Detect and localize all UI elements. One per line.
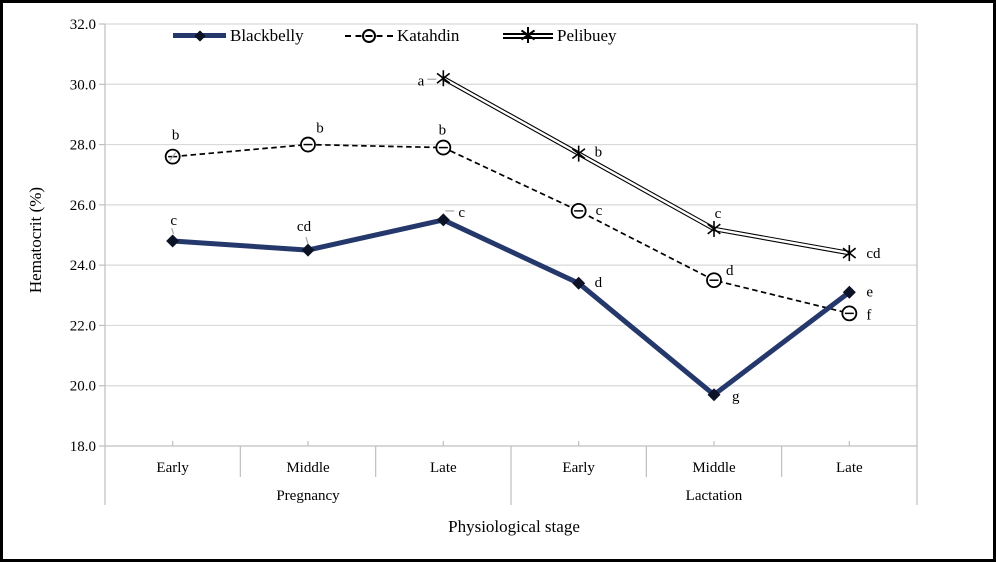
point-label-pelibuey-5: cd (866, 246, 881, 262)
point-label-katahdin-4: d (726, 263, 734, 279)
category-label: Early (156, 460, 189, 476)
point-label-blackbelly-5: e (866, 284, 873, 300)
label-leader-line (171, 227, 175, 235)
point-label-katahdin-2: b (439, 123, 447, 139)
y-tick-label: 30.0 (70, 77, 96, 93)
point-label-pelibuey-3: b (595, 145, 603, 161)
diamond-marker-icon (193, 29, 206, 42)
diamond-marker-icon (572, 276, 586, 290)
point-label-katahdin-1: b (316, 121, 324, 137)
point-label-katahdin-5: f (866, 307, 871, 323)
asterisk-marker-icon (436, 72, 451, 84)
legend-label-katahdin: Katahdin (397, 25, 460, 45)
category-label: Late (430, 460, 457, 476)
label-leader-line (305, 236, 309, 245)
pelibuey-line-inner (442, 77, 850, 255)
y-axis-title: Hematocrit (%) (26, 186, 45, 294)
pelibuey-line-outer (442, 76, 850, 256)
category-label: Late (836, 460, 863, 476)
pelibuey-line-sample (503, 26, 553, 43)
label-leader-line (169, 152, 177, 161)
category-label: Early (562, 460, 595, 476)
y-tick-label: 28.0 (70, 138, 96, 154)
legend-item-blackbelly: Blackbelly (173, 25, 304, 45)
diamond-marker-icon (707, 388, 721, 402)
y-tick-label: 24.0 (70, 258, 96, 274)
blackbelly-line-sample (173, 29, 226, 42)
group-label: Pregnancy (276, 488, 340, 504)
asterisk-marker-icon (842, 247, 857, 259)
point-label-katahdin-3: c (596, 203, 603, 219)
point-label-blackbelly-4: g (732, 389, 740, 405)
category-label: Middle (692, 460, 736, 476)
legend-label-blackbelly: Blackbelly (230, 25, 304, 45)
point-label-blackbelly-2: c (458, 205, 465, 221)
y-tick-label: 32.0 (70, 17, 96, 33)
diamond-marker-icon (436, 213, 450, 227)
point-label-blackbelly-0: c (170, 213, 177, 229)
point-label-pelibuey-4: c (715, 206, 722, 222)
asterisk-marker-icon (571, 148, 586, 160)
diamond-marker-icon (301, 243, 315, 257)
y-tick-label: 26.0 (70, 198, 96, 214)
legend-item-katahdin: Katahdin (345, 25, 460, 45)
katahdin-line-sample (345, 28, 393, 43)
legend-label-pelibuey: Pelibuey (557, 25, 617, 45)
diamond-marker-icon (842, 285, 856, 299)
category-label: Middle (286, 460, 330, 476)
y-tick-label: 22.0 (70, 318, 96, 334)
point-label-blackbelly-3: d (595, 275, 603, 291)
point-label-pelibuey-2: a (418, 73, 425, 89)
hematocrit-line-chart: 18.0 20.0 22.0 24.0 26.0 28.0 30.0 32.0 Early Mid… (70, 17, 918, 505)
asterisk-marker-icon (707, 223, 721, 235)
group-label: Lactation (686, 488, 743, 504)
point-label-katahdin-0: b (172, 128, 180, 144)
x-axis-title: Physiological stage (448, 517, 580, 536)
point-label-blackbelly-1: cd (297, 219, 312, 235)
y-tick-label: 20.0 (70, 379, 96, 395)
circle-dash-icon (365, 34, 373, 37)
legend-item-pelibuey: Pelibuey (503, 25, 617, 45)
diamond-marker-icon (166, 234, 180, 248)
y-tick-label: 18.0 (70, 439, 96, 455)
blackbelly-line (172, 217, 851, 398)
katahdin-line (172, 143, 850, 315)
